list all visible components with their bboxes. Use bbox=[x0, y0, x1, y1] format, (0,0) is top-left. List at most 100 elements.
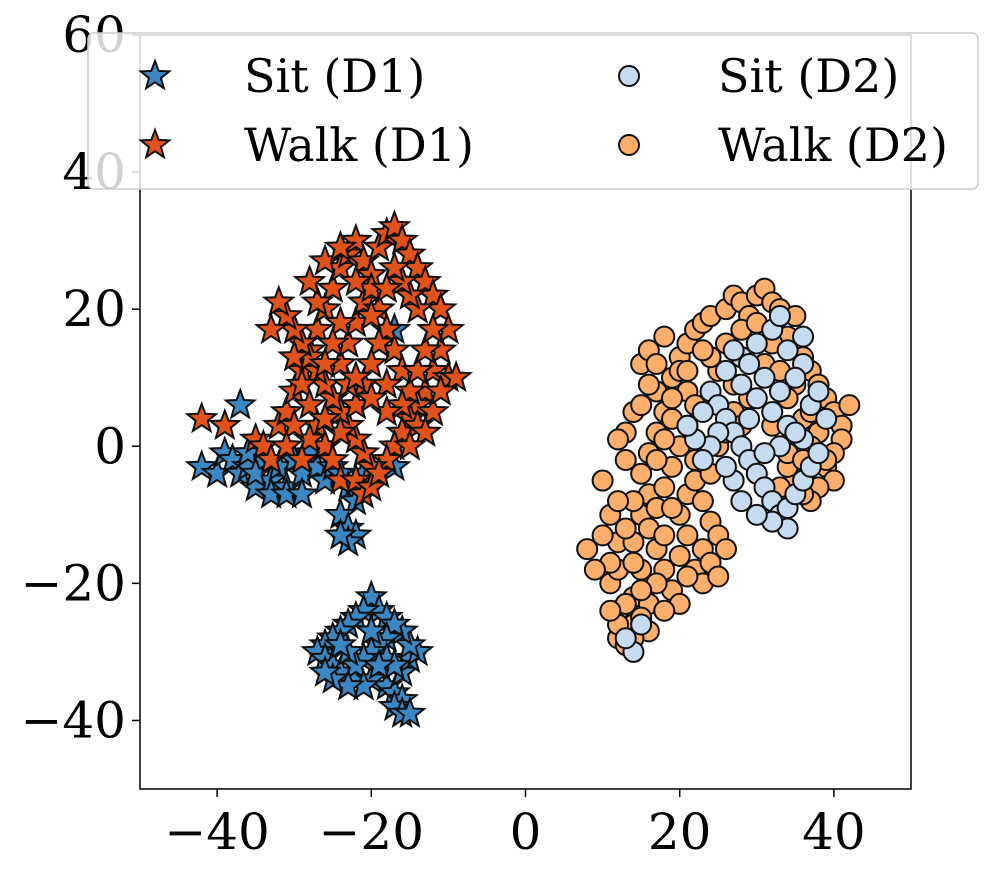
point-walk-d2 bbox=[838, 394, 861, 417]
point-walk-d2 bbox=[676, 524, 699, 547]
legend-marker-sit-d1 bbox=[138, 58, 172, 91]
point-sit-d2 bbox=[714, 359, 737, 382]
point-sit-d2 bbox=[738, 407, 761, 430]
point-walk-d2 bbox=[653, 428, 676, 451]
point-walk-d1 bbox=[415, 311, 450, 345]
point-walk-d2 bbox=[707, 565, 730, 588]
point-walk-d1 bbox=[354, 380, 389, 413]
point-walk-d1 bbox=[277, 407, 312, 441]
point-walk-d1 bbox=[277, 339, 312, 372]
point-walk-d2 bbox=[660, 496, 683, 519]
point-sit-d2 bbox=[676, 414, 699, 437]
y-tick-label: 20 bbox=[62, 280, 126, 338]
point-walk-d1 bbox=[284, 366, 319, 400]
point-sit-d1 bbox=[354, 613, 389, 646]
point-sit-d2 bbox=[768, 305, 791, 328]
x-tick-label: 40 bbox=[802, 803, 866, 861]
legend-label-walk-d2: Walk (D2) bbox=[718, 118, 948, 172]
point-sit-d2 bbox=[722, 339, 745, 362]
point-walk-d1 bbox=[315, 270, 350, 304]
point-walk-d1 bbox=[362, 325, 396, 358]
point-walk-d1 bbox=[338, 359, 373, 393]
x-tick-label: −20 bbox=[319, 803, 425, 861]
point-walk-d1 bbox=[184, 400, 219, 434]
point-sit-d1 bbox=[223, 387, 258, 420]
point-sit-d2 bbox=[745, 503, 768, 526]
point-walk-d2 bbox=[599, 599, 622, 622]
point-sit-d1 bbox=[184, 448, 219, 482]
point-walk-d1 bbox=[338, 222, 373, 256]
point-walk-d1 bbox=[392, 373, 427, 406]
point-walk-d1 bbox=[354, 298, 389, 331]
point-walk-d1 bbox=[439, 359, 474, 393]
point-sit-d2 bbox=[614, 627, 637, 650]
point-walk-d1 bbox=[338, 462, 373, 495]
point-walk-d2 bbox=[591, 524, 614, 547]
point-walk-d2 bbox=[645, 353, 668, 376]
x-tick-label: −40 bbox=[164, 803, 270, 861]
point-walk-d1 bbox=[385, 222, 420, 256]
point-walk-d2 bbox=[653, 325, 676, 348]
point-walk-d2 bbox=[691, 490, 714, 513]
point-sit-d1 bbox=[377, 606, 412, 639]
point-sit-d1 bbox=[354, 579, 389, 612]
point-walk-d1 bbox=[315, 442, 350, 475]
legend-marker-sit-d2 bbox=[618, 65, 640, 87]
point-sit-d2 bbox=[768, 380, 791, 403]
point-sit-d1 bbox=[323, 517, 358, 550]
y-tick-label: −20 bbox=[20, 554, 126, 612]
point-sit-d2 bbox=[784, 421, 807, 444]
point-walk-d1 bbox=[362, 455, 396, 489]
point-sit-d2 bbox=[761, 401, 784, 423]
point-walk-d1 bbox=[377, 250, 412, 283]
point-sit-d2 bbox=[807, 442, 830, 465]
point-walk-d2 bbox=[645, 448, 668, 471]
legend-label-walk-d1: Walk (D1) bbox=[244, 118, 474, 172]
point-walk-d2 bbox=[622, 551, 645, 574]
point-sit-d1 bbox=[323, 627, 358, 660]
point-sit-d1 bbox=[392, 695, 427, 729]
point-walk-d1 bbox=[369, 366, 404, 400]
point-walk-d1 bbox=[392, 428, 427, 461]
point-walk-d1 bbox=[400, 353, 435, 386]
point-sit-d2 bbox=[745, 387, 768, 410]
point-walk-d1 bbox=[308, 400, 343, 434]
point-walk-d1 bbox=[369, 442, 404, 475]
point-walk-d2 bbox=[637, 373, 660, 396]
point-sit-d2 bbox=[738, 353, 761, 376]
point-sit-d1 bbox=[362, 647, 396, 681]
point-walk-d1 bbox=[292, 387, 327, 420]
point-sit-d2 bbox=[691, 448, 714, 471]
point-walk-d1 bbox=[354, 346, 389, 379]
point-walk-d2 bbox=[614, 517, 637, 540]
point-walk-d2 bbox=[630, 462, 653, 485]
point-walk-d1 bbox=[300, 284, 335, 317]
data-marks bbox=[184, 209, 861, 729]
point-sit-d2 bbox=[730, 490, 753, 513]
legend-label-sit-d1: Sit (D1) bbox=[244, 49, 425, 103]
point-walk-d1 bbox=[261, 284, 296, 317]
point-walk-d1 bbox=[377, 209, 412, 242]
point-walk-d2 bbox=[614, 448, 637, 471]
point-sit-d2 bbox=[753, 366, 776, 389]
legend-box bbox=[87, 32, 979, 190]
point-sit-d1 bbox=[308, 654, 343, 687]
point-sit-d1 bbox=[284, 476, 319, 509]
point-walk-d2 bbox=[676, 565, 699, 588]
legend: Sit (D1) Walk (D1) Sit (D2) Walk (D2) bbox=[87, 32, 979, 190]
point-walk-d1 bbox=[323, 305, 358, 338]
point-sit-d2 bbox=[630, 613, 653, 636]
point-walk-d1 bbox=[315, 325, 350, 358]
point-walk-d1 bbox=[369, 270, 404, 304]
point-walk-d1 bbox=[392, 236, 427, 269]
point-sit-d2 bbox=[784, 366, 807, 389]
point-walk-d2 bbox=[591, 469, 614, 492]
point-sit-d2 bbox=[730, 373, 753, 396]
point-walk-d1 bbox=[385, 387, 420, 420]
point-walk-d1 bbox=[323, 229, 358, 262]
point-sit-d2 bbox=[776, 339, 799, 362]
x-tick-label: 20 bbox=[648, 803, 712, 861]
point-walk-d1 bbox=[284, 442, 319, 475]
